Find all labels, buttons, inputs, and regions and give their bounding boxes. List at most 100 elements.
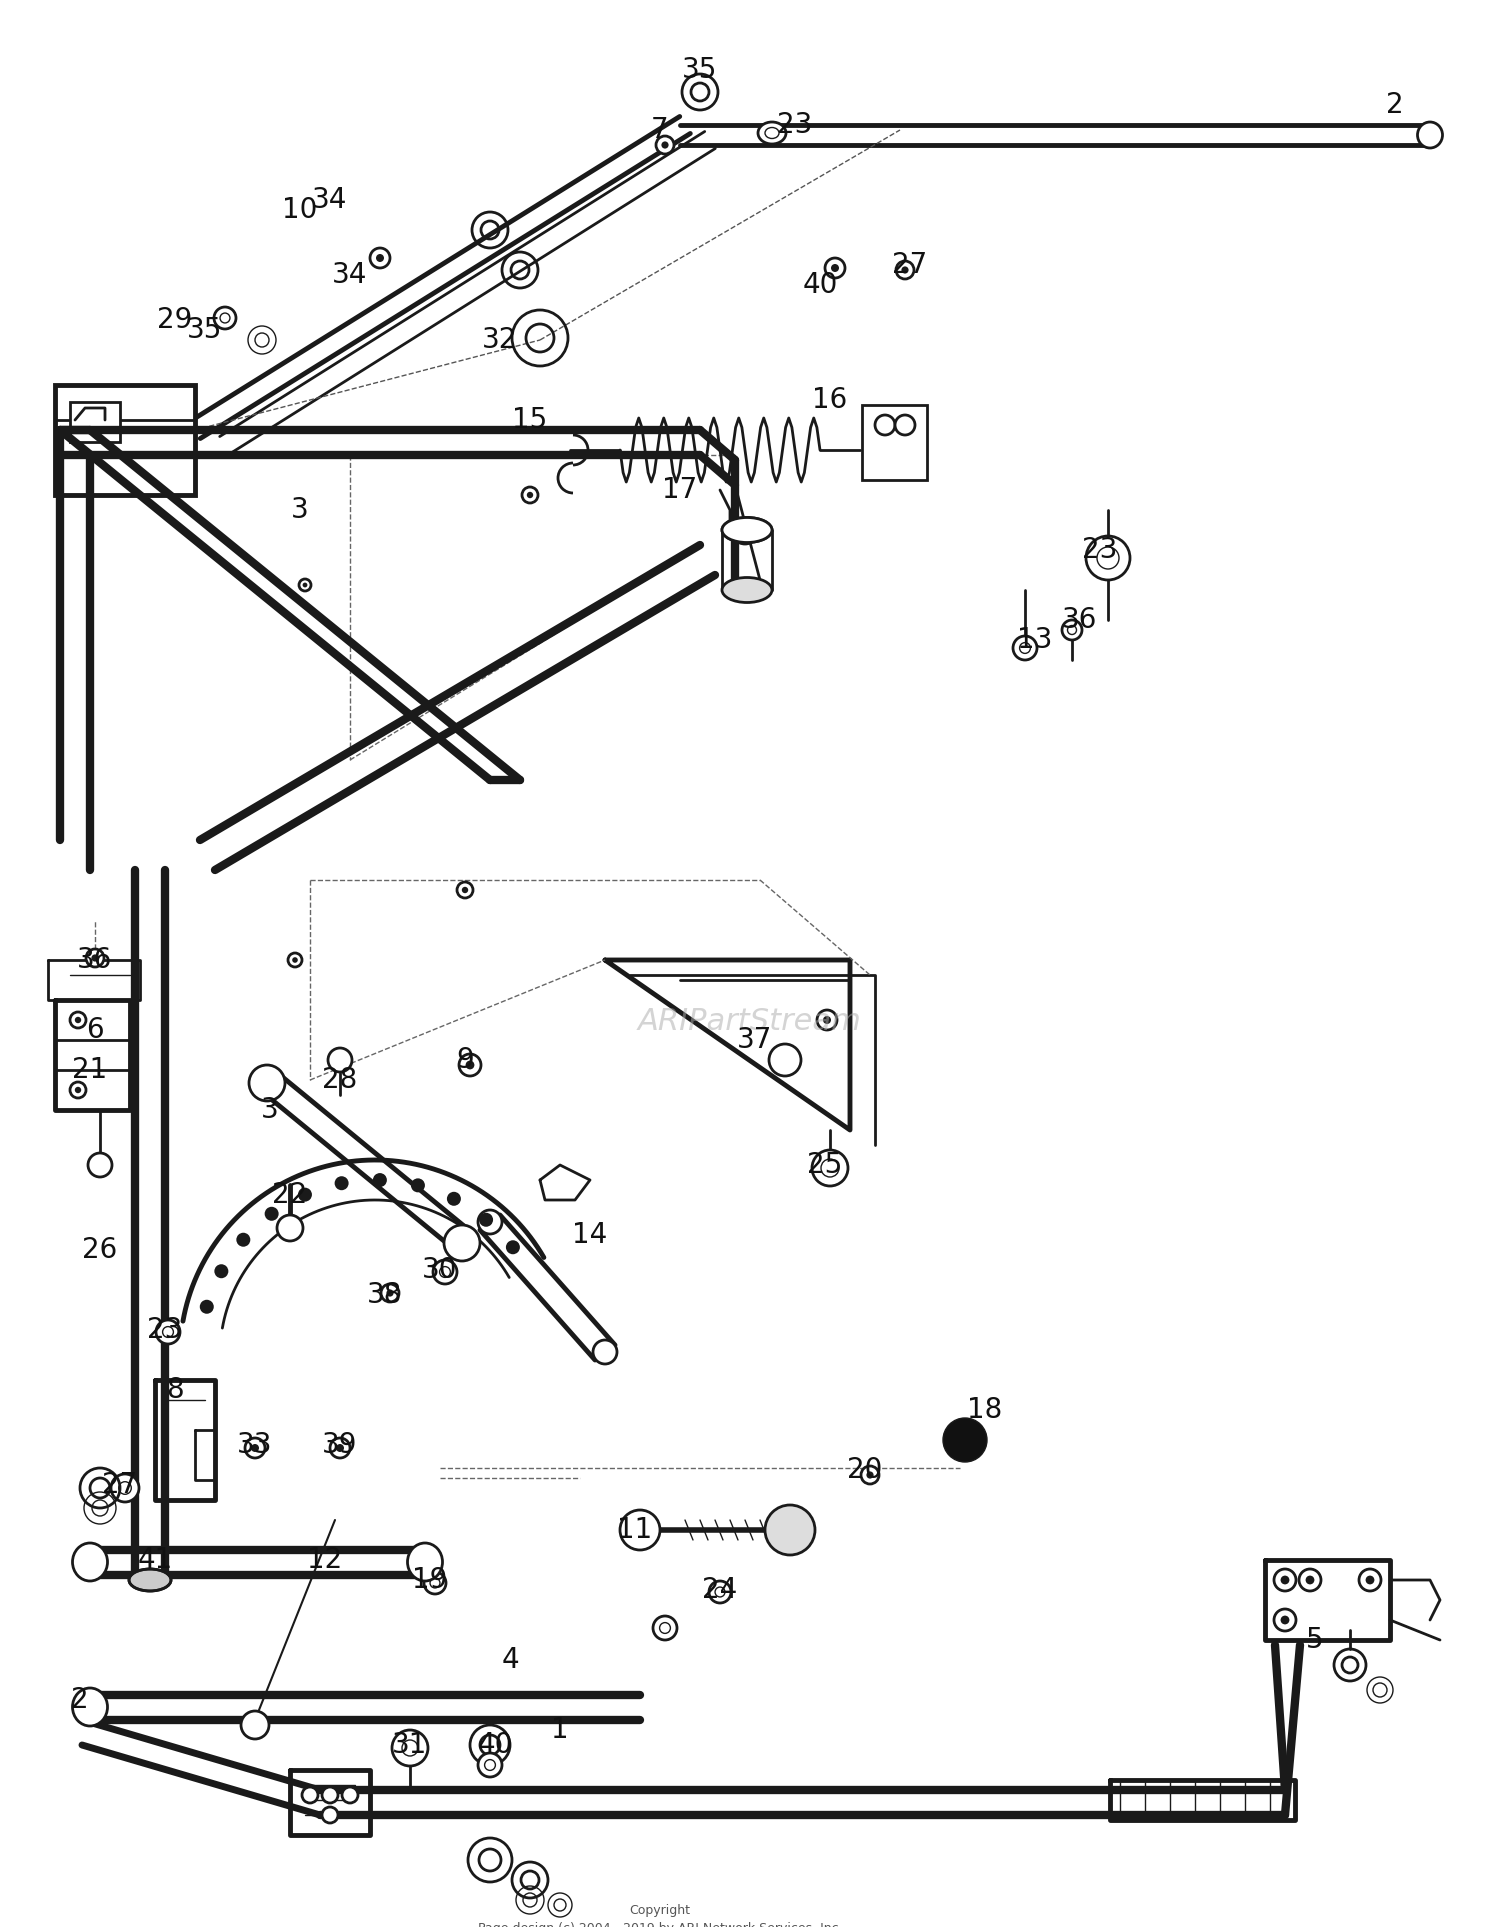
Circle shape [526, 491, 532, 499]
Circle shape [902, 266, 909, 274]
Text: 18: 18 [968, 1395, 1002, 1424]
Circle shape [298, 578, 310, 592]
Circle shape [831, 264, 839, 272]
Circle shape [458, 883, 472, 898]
Circle shape [944, 1418, 987, 1463]
Text: 23: 23 [777, 112, 813, 139]
Ellipse shape [758, 121, 786, 145]
Text: 8: 8 [166, 1376, 184, 1405]
Text: 21: 21 [72, 1056, 108, 1085]
Bar [862, 405, 927, 480]
Text: 9: 9 [456, 1046, 474, 1073]
Text: 15: 15 [513, 407, 548, 434]
Text: 38: 38 [368, 1281, 402, 1308]
Text: 37: 37 [738, 1025, 772, 1054]
Circle shape [506, 1241, 520, 1254]
Circle shape [336, 1443, 344, 1453]
Circle shape [374, 1174, 387, 1187]
Text: 24: 24 [702, 1576, 738, 1603]
Circle shape [522, 488, 538, 503]
Circle shape [478, 1210, 502, 1233]
Circle shape [264, 1206, 279, 1222]
Text: 12: 12 [308, 1545, 342, 1574]
Ellipse shape [765, 127, 778, 139]
Circle shape [342, 1786, 358, 1804]
Circle shape [770, 1044, 801, 1075]
Circle shape [444, 1226, 480, 1260]
Text: 19: 19 [413, 1567, 447, 1594]
Ellipse shape [72, 1544, 108, 1580]
Circle shape [288, 954, 302, 967]
Circle shape [620, 1511, 660, 1549]
Circle shape [370, 249, 390, 268]
Text: 6: 6 [86, 1016, 104, 1044]
Circle shape [765, 1505, 814, 1555]
Circle shape [298, 1187, 312, 1202]
Circle shape [200, 1301, 214, 1314]
Text: 2: 2 [70, 1686, 88, 1713]
Circle shape [249, 1066, 285, 1100]
Text: 3: 3 [291, 495, 309, 524]
Circle shape [465, 1060, 474, 1069]
Circle shape [86, 948, 104, 967]
Ellipse shape [1418, 121, 1443, 148]
Text: 35: 35 [682, 56, 717, 85]
Text: 36: 36 [78, 946, 112, 973]
Ellipse shape [72, 1688, 108, 1727]
Text: ARIPartStream: ARIPartStream [638, 1006, 862, 1037]
Circle shape [710, 1580, 730, 1603]
Circle shape [322, 1786, 338, 1804]
Circle shape [303, 582, 307, 588]
Text: 40: 40 [802, 272, 837, 299]
Circle shape [387, 1289, 393, 1297]
Text: 31: 31 [393, 1730, 427, 1759]
Circle shape [1086, 536, 1130, 580]
Text: 27: 27 [102, 1470, 138, 1499]
Circle shape [330, 1438, 350, 1459]
Text: 34: 34 [312, 187, 348, 214]
Text: 14: 14 [573, 1222, 608, 1249]
Circle shape [462, 886, 468, 894]
Text: 41: 41 [138, 1545, 172, 1574]
Text: 29: 29 [158, 306, 192, 333]
Circle shape [278, 1216, 303, 1241]
Circle shape [1274, 1569, 1296, 1592]
Circle shape [478, 1212, 494, 1227]
Circle shape [92, 954, 99, 962]
Text: 25: 25 [807, 1150, 843, 1179]
Circle shape [214, 1264, 228, 1278]
Circle shape [1359, 1569, 1382, 1592]
Circle shape [896, 260, 914, 279]
Text: 40: 40 [477, 1730, 513, 1759]
Circle shape [411, 1177, 424, 1193]
Text: 23: 23 [147, 1316, 183, 1343]
Ellipse shape [722, 518, 772, 543]
Circle shape [322, 1808, 338, 1823]
Text: 16: 16 [813, 385, 847, 414]
Circle shape [424, 1572, 445, 1594]
Text: 28: 28 [322, 1066, 357, 1095]
Circle shape [214, 306, 236, 330]
Circle shape [478, 1754, 502, 1777]
Circle shape [111, 1474, 140, 1501]
Circle shape [656, 137, 674, 154]
Circle shape [392, 1730, 427, 1765]
Circle shape [1274, 1609, 1296, 1630]
Circle shape [242, 1711, 268, 1738]
Text: 35: 35 [188, 316, 222, 345]
Bar [56, 385, 195, 495]
Text: 3: 3 [261, 1096, 279, 1123]
Ellipse shape [722, 578, 772, 603]
Text: 11: 11 [618, 1517, 652, 1544]
Text: 30: 30 [423, 1256, 458, 1283]
Circle shape [88, 1152, 112, 1177]
Circle shape [328, 1048, 352, 1071]
Ellipse shape [408, 1544, 442, 1580]
Circle shape [251, 1443, 260, 1453]
Circle shape [302, 1786, 318, 1804]
Text: 32: 32 [483, 326, 518, 355]
Text: 2: 2 [1386, 91, 1404, 119]
Text: 36: 36 [1062, 605, 1098, 634]
Ellipse shape [129, 1569, 171, 1592]
Text: 27: 27 [892, 251, 927, 279]
